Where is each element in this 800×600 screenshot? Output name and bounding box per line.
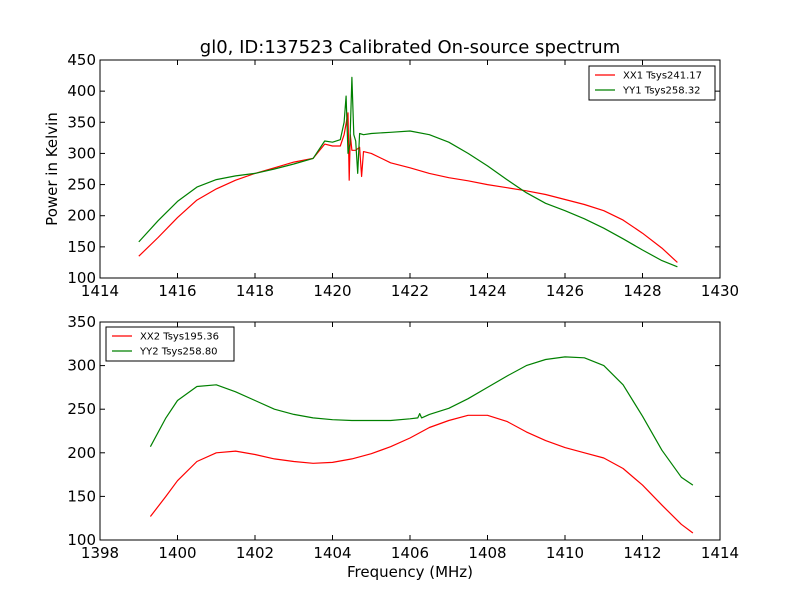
legend: XX1 Tsys241.17 YY1 Tsys258.32: [588, 65, 716, 101]
y-tick-label: 450: [67, 51, 96, 69]
y-tick-label: 200: [67, 444, 96, 462]
top-plot-panel: 1414 1416 1418 1420 1422 1424 1426 1428 1430 100 1…: [43, 51, 739, 300]
series-line-0-1: [138, 76, 678, 268]
legend: XX2 Tsys195.36 YY2 Tsys258.80: [105, 326, 235, 362]
x-tick-label: 1414: [701, 544, 739, 562]
x-tick-label: 1414: [81, 282, 119, 300]
x-tick-label: 1424: [468, 282, 506, 300]
y-tick-label: 100: [67, 269, 96, 287]
x-tick-label: 1400: [158, 544, 196, 562]
legend-label: XX1 Tsys241.17: [623, 71, 702, 82]
y-axis-label: Power in Kelvin: [43, 112, 61, 226]
legend-box: [105, 326, 235, 362]
legend-label: YY2 Tsys258.80: [139, 347, 218, 358]
x-tick-label: 1428: [623, 282, 661, 300]
x-tick-label: 1418: [236, 282, 274, 300]
y-tick-label: 300: [67, 357, 96, 375]
x-axis-label: Frequency (MHz): [347, 563, 473, 581]
x-tick-label: 1406: [391, 544, 429, 562]
x-tick-label: 1420: [313, 282, 351, 300]
y-tick-label: 300: [67, 144, 96, 162]
legend-label: YY1 Tsys258.32: [622, 86, 701, 97]
bottom-plot-panel: 1398 1400 1402 1404 1406 1408 1410 1412 1414 100 1…: [67, 313, 739, 581]
series-line-1-0: [149, 414, 694, 534]
x-tick-label: 1422: [391, 282, 429, 300]
chart-title: gl0, ID:137523 Calibrated On-source spec…: [200, 37, 620, 58]
y-tick-label: 250: [67, 176, 96, 194]
y-tick-label: 150: [67, 238, 96, 256]
x-tick-label: 1398: [81, 544, 119, 562]
series-line-1-1: [149, 356, 694, 486]
x-tick-label: 1408: [468, 544, 506, 562]
x-tick-label: 1416: [158, 282, 196, 300]
y-tick-label: 350: [67, 113, 96, 131]
x-tick-label: 1426: [546, 282, 584, 300]
y-tick-label: 250: [67, 400, 96, 418]
y-tick-label: 150: [67, 487, 96, 505]
legend-label: XX2 Tsys195.36: [140, 332, 219, 343]
legend-box: [588, 65, 716, 101]
x-tick-label: 1430: [701, 282, 739, 300]
y-tick-label: 400: [67, 82, 96, 100]
x-tick-label: 1410: [546, 544, 584, 562]
x-tick-label: 1412: [623, 544, 661, 562]
x-tick-label: 1404: [313, 544, 351, 562]
y-tick-label: 200: [67, 207, 96, 225]
x-tick-label: 1402: [236, 544, 274, 562]
y-tick-label: 100: [67, 531, 96, 549]
y-tick-label: 350: [67, 313, 96, 331]
